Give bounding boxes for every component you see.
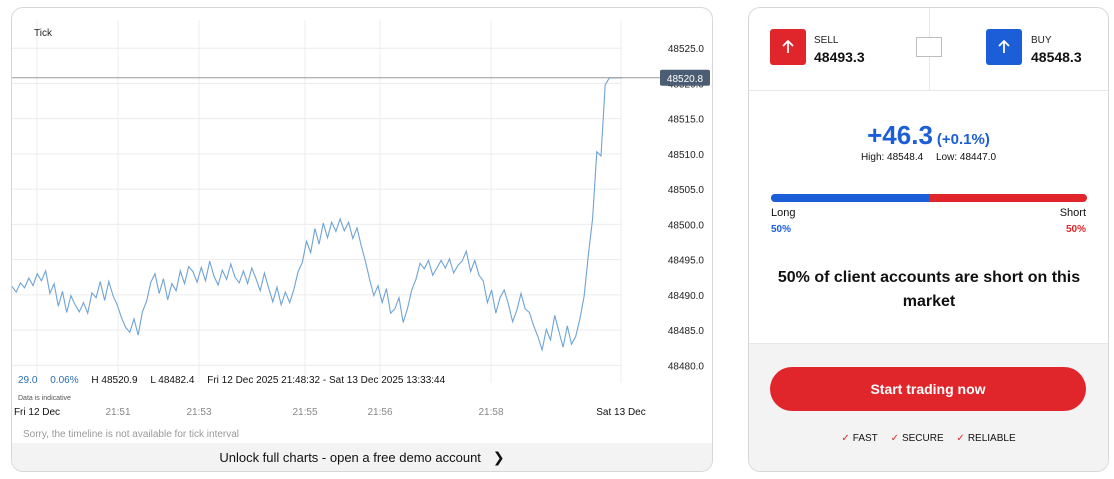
sentiment-bar bbox=[771, 194, 1087, 202]
interval-label[interactable]: Tick bbox=[34, 28, 52, 39]
feature-label: FAST bbox=[852, 433, 878, 444]
feature-item: ✓ FAST bbox=[841, 433, 877, 444]
long-pct: 50% bbox=[771, 224, 792, 235]
arrow-up-icon bbox=[782, 39, 794, 53]
stat-change-pct: 0.06% bbox=[50, 375, 79, 386]
x-tick-label: 21:55 bbox=[292, 407, 317, 418]
feature-item: ✓ SECURE bbox=[891, 433, 944, 444]
sell-price[interactable]: 48493.3 bbox=[814, 49, 865, 65]
y-tick-label: 48485.0 bbox=[668, 326, 705, 337]
daily-change: +46.3 (+0.1%) bbox=[749, 120, 1108, 151]
x-tick-label: 21:51 bbox=[105, 407, 130, 418]
chart-stats: 29.0 0.06% H 48520.9 L 48482.4 Fri 12 De… bbox=[18, 375, 455, 386]
y-tick-label: 48495.0 bbox=[668, 256, 705, 267]
price-header: SELL 48493.3 BUY 48548.3 bbox=[749, 8, 1108, 91]
feature-item: ✓ RELIABLE bbox=[956, 433, 1015, 444]
x-tick-label: 21:58 bbox=[478, 407, 503, 418]
feature-label: SECURE bbox=[901, 433, 944, 444]
y-tick-label: 48525.0 bbox=[668, 44, 705, 55]
indicative-note: Data is indicative bbox=[18, 395, 71, 402]
chevron-right-icon: ❯ bbox=[492, 448, 505, 465]
unlock-charts-label: Unlock full charts - open a free demo ac… bbox=[219, 449, 481, 465]
cta-section: Start trading now ✓ FAST ✓ SECURE ✓ RELIABL… bbox=[749, 343, 1108, 471]
feature-label: RELIABLE bbox=[967, 433, 1016, 444]
arrow-up-icon bbox=[998, 39, 1010, 53]
stat-range: Fri 12 Dec 2025 21:48:32 - Sat 13 Dec 20… bbox=[207, 375, 446, 386]
buy-button[interactable] bbox=[986, 29, 1022, 65]
current-price-label: 48520.8 bbox=[667, 74, 704, 85]
y-tick-label: 48510.0 bbox=[668, 150, 705, 161]
x-tick-label: Fri 12 Dec bbox=[14, 407, 60, 418]
buy-label: BUY bbox=[1031, 35, 1052, 46]
sell-button[interactable] bbox=[770, 29, 806, 65]
price-chart[interactable]: 48525.048520.048515.048510.048505.048500… bbox=[12, 8, 712, 471]
start-trading-button[interactable]: Start trading now bbox=[770, 367, 1086, 411]
sell-label: SELL bbox=[814, 35, 839, 46]
sentiment-bar-long bbox=[771, 194, 929, 202]
stat-high: H 48520.9 bbox=[91, 375, 138, 386]
stat-change: 29.0 bbox=[18, 375, 38, 386]
unlock-charts-link[interactable]: Unlock full charts - open a free demo ac… bbox=[12, 443, 712, 471]
y-tick-label: 48500.0 bbox=[668, 220, 705, 231]
short-label: Short bbox=[1059, 207, 1086, 219]
price-series-line bbox=[12, 77, 622, 353]
check-icon: ✓ bbox=[841, 433, 850, 444]
change-value: +46.3 bbox=[867, 120, 933, 150]
x-tick-label: 21:53 bbox=[186, 407, 211, 418]
day-high: High: 48548.4 bbox=[860, 152, 924, 163]
check-icon: ✓ bbox=[890, 433, 899, 444]
buy-price[interactable]: 48548.3 bbox=[1031, 49, 1082, 65]
trade-panel: SELL 48493.3 BUY 48548.3 +46.3 (+0.1%) Hi… bbox=[748, 7, 1109, 472]
x-tick-label: Sat 13 Dec bbox=[596, 407, 645, 418]
short-pct: 50% bbox=[1065, 224, 1086, 235]
y-tick-label: 48505.0 bbox=[668, 185, 705, 196]
check-icon: ✓ bbox=[956, 433, 965, 444]
stat-low: L 48482.4 bbox=[150, 375, 195, 386]
timeline-note: Sorry, the timeline is not available for… bbox=[23, 429, 240, 440]
sentiment-text: 50% of client accounts are short on this… bbox=[777, 269, 1081, 310]
long-label: Long bbox=[771, 207, 796, 219]
spread-box bbox=[916, 37, 942, 57]
change-pct: (+0.1%) bbox=[936, 131, 990, 148]
current-price-badge bbox=[660, 69, 710, 86]
high-low: High: 48548.4 Low: 48447.0 bbox=[749, 152, 1108, 163]
x-tick-label: 21:56 bbox=[367, 407, 392, 418]
features-list: ✓ FAST ✓ SECURE ✓ RELIABLE bbox=[749, 433, 1108, 444]
y-tick-label: 48490.0 bbox=[668, 291, 705, 302]
day-low: Low: 48447.0 bbox=[936, 152, 997, 163]
chart-panel: 48525.048520.048515.048510.048505.048500… bbox=[11, 7, 713, 472]
y-tick-label: 48515.0 bbox=[668, 115, 705, 126]
y-tick-label: 48480.0 bbox=[668, 361, 705, 372]
